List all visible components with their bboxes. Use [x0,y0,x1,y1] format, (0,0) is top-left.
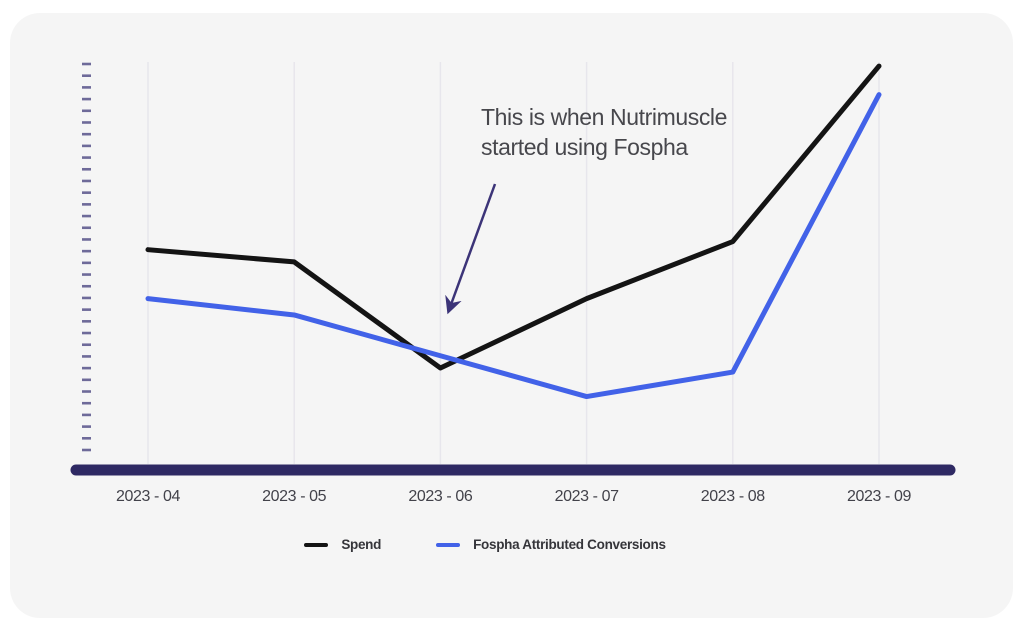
annotation-line-2: started using Fospha [481,134,688,160]
chart-annotation: This is when Nutrimuscle started using F… [481,102,727,162]
legend-label-spend: Spend [341,537,382,552]
chart-legend: Spend Fospha Attributed Conversions [0,537,997,552]
x-axis-label-2023-06: 2023 - 06 [408,488,473,505]
series-line-spend [145,63,882,371]
x-axis-label-2023-04: 2023 - 04 [115,488,180,505]
fospha-line-swatch-icon [436,542,461,547]
legend-item-fospha-attributed-conversions: Fospha Attributed Conversions [436,537,666,552]
x-axis-label-2023-05: 2023 - 05 [262,488,327,505]
x-axis-label-2023-09: 2023 - 09 [846,488,911,505]
spend-line-swatch-icon [304,542,329,547]
x-axis-label-2023-08: 2023 - 08 [700,488,765,505]
x-axis-label-2023-07: 2023 - 07 [554,488,619,505]
legend-item-spend: Spend [304,537,381,552]
legend-label-fospha: Fospha Attributed Conversions [473,537,666,552]
series-line-fospha-attributed-conversions [145,92,882,400]
chart-card [10,13,1013,618]
annotation-arrow [445,183,497,315]
annotation-line-1: This is when Nutrimuscle [481,104,728,130]
